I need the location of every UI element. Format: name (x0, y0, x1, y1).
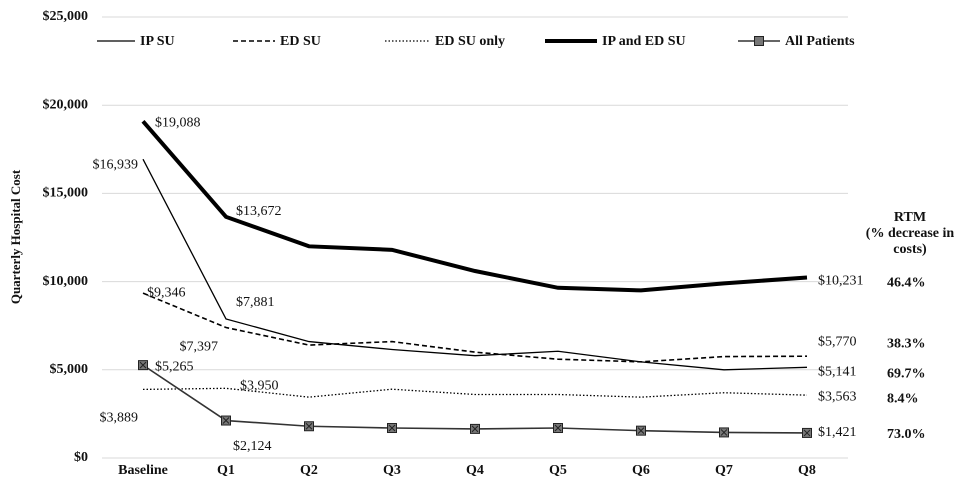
y-tick-label: $10,000 (43, 274, 89, 289)
y-tick-label: $25,000 (43, 9, 89, 24)
legend-label: IP and ED SU (602, 34, 686, 49)
data-label: $7,397 (180, 340, 219, 355)
y-tick-label: $5,000 (50, 362, 89, 377)
point-marker (304, 421, 314, 432)
rtm-value: 38.3% (887, 336, 926, 351)
x-tick-label: Q2 (300, 463, 318, 478)
x-tick-label: Q4 (466, 463, 484, 478)
legend-marker (754, 36, 764, 46)
point-marker (387, 423, 397, 434)
point-marker (802, 427, 812, 438)
legend-label: IP SU (140, 34, 175, 49)
data-label: $3,563 (818, 389, 857, 404)
x-tick-label: Q8 (798, 463, 816, 478)
rtm-value: 69.7% (887, 367, 926, 382)
series-line (142, 158, 808, 371)
data-label: $2,124 (233, 439, 272, 454)
series-line (142, 387, 808, 398)
x-tick-label: Q6 (632, 463, 650, 478)
data-label: $3,889 (100, 411, 139, 426)
data-label: $10,231 (818, 274, 864, 289)
point-marker (553, 423, 563, 434)
data-label: $5,770 (818, 334, 857, 349)
x-tick-label: Baseline (118, 463, 168, 478)
data-label: $16,939 (93, 157, 139, 172)
legend-label: ED SU only (435, 34, 505, 49)
legend-label: All Patients (785, 34, 855, 49)
rtm-title: (% decrease in (866, 226, 955, 241)
series-line (141, 119, 808, 293)
data-label: $13,672 (236, 204, 282, 219)
data-label: $7,881 (236, 295, 275, 310)
rtm-value: 8.4% (887, 391, 919, 406)
x-tick-label: Q1 (217, 463, 235, 478)
rtm-value: 46.4% (887, 276, 926, 291)
x-tick-label: Q5 (549, 463, 567, 478)
point-marker (138, 360, 148, 371)
y-axis-label: Quarterly Hospital Cost (8, 169, 23, 304)
point-marker (221, 415, 231, 426)
rtm-title: RTM (894, 210, 926, 225)
rtm-value: 73.0% (887, 427, 926, 442)
y-tick-label: $20,000 (43, 97, 89, 112)
point-marker (719, 427, 729, 438)
x-tick-label: Q3 (383, 463, 401, 478)
data-label: $19,088 (155, 116, 201, 131)
series-line (142, 364, 808, 434)
data-label: $5,141 (818, 365, 857, 380)
data-label: $9,346 (147, 285, 186, 300)
series-line (142, 292, 808, 363)
data-label: $3,950 (240, 379, 279, 394)
point-marker (636, 425, 646, 436)
rtm-title: costs) (893, 242, 927, 257)
y-tick-label: $15,000 (43, 186, 89, 201)
y-tick-label: $0 (74, 450, 88, 465)
data-label: $1,421 (818, 425, 857, 440)
point-marker (470, 423, 480, 434)
x-tick-label: Q7 (715, 463, 733, 478)
data-label: $5,265 (155, 359, 194, 374)
legend-label: ED SU (280, 34, 321, 49)
